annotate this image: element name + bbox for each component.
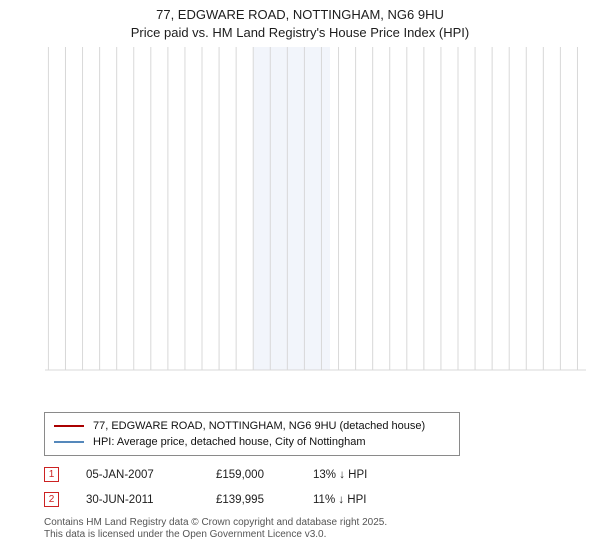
property-line-swatch (54, 425, 84, 427)
sale-2-marker-badge: 2 (44, 492, 59, 507)
sale-2-date: 30-JUN-2011 (86, 493, 154, 506)
legend-item-property: 77, EDGWARE ROAD, NOTTINGHAM, NG6 9HU (d… (54, 418, 450, 434)
chart-legend: 77, EDGWARE ROAD, NOTTINGHAM, NG6 9HU (d… (44, 412, 460, 456)
license-line-2: This data is licensed under the Open Gov… (44, 529, 327, 540)
legend-label-property: 77, EDGWARE ROAD, NOTTINGHAM, NG6 9HU (d… (93, 420, 426, 432)
hpi-line-swatch (54, 441, 84, 443)
sale-row-1: 1 05-JAN-2007 £159,000 13% ↓ HPI (44, 467, 600, 482)
sales-list: 1 05-JAN-2007 £159,000 13% ↓ HPI 2 30-JU… (44, 467, 600, 507)
price-chart (45, 47, 586, 371)
sale-2-hpi-delta: 11% ↓ HPI (313, 493, 367, 506)
sale-1-hpi-delta: 13% ↓ HPI (313, 468, 368, 481)
legend-item-hpi: HPI: Average price, detached house, City… (54, 434, 450, 450)
page-subtitle: Price paid vs. HM Land Registry's House … (130, 25, 470, 40)
license-note: Contains HM Land Registry data © Crown c… (44, 517, 600, 541)
sale-1-marker-badge: 1 (44, 467, 59, 482)
page-title: 77, EDGWARE ROAD, NOTTINGHAM, NG6 9HU (156, 7, 444, 22)
sale-1-date: 05-JAN-2007 (86, 468, 154, 481)
ownership-band (253, 47, 331, 370)
sale-1-price: £159,000 (216, 468, 264, 481)
sale-row-2: 2 30-JUN-2011 £139,995 11% ↓ HPI (44, 492, 600, 507)
legend-label-hpi: HPI: Average price, detached house, City… (93, 436, 366, 448)
sale-2-price: £139,995 (216, 493, 264, 506)
license-line-1: Contains HM Land Registry data © Crown c… (44, 517, 388, 528)
